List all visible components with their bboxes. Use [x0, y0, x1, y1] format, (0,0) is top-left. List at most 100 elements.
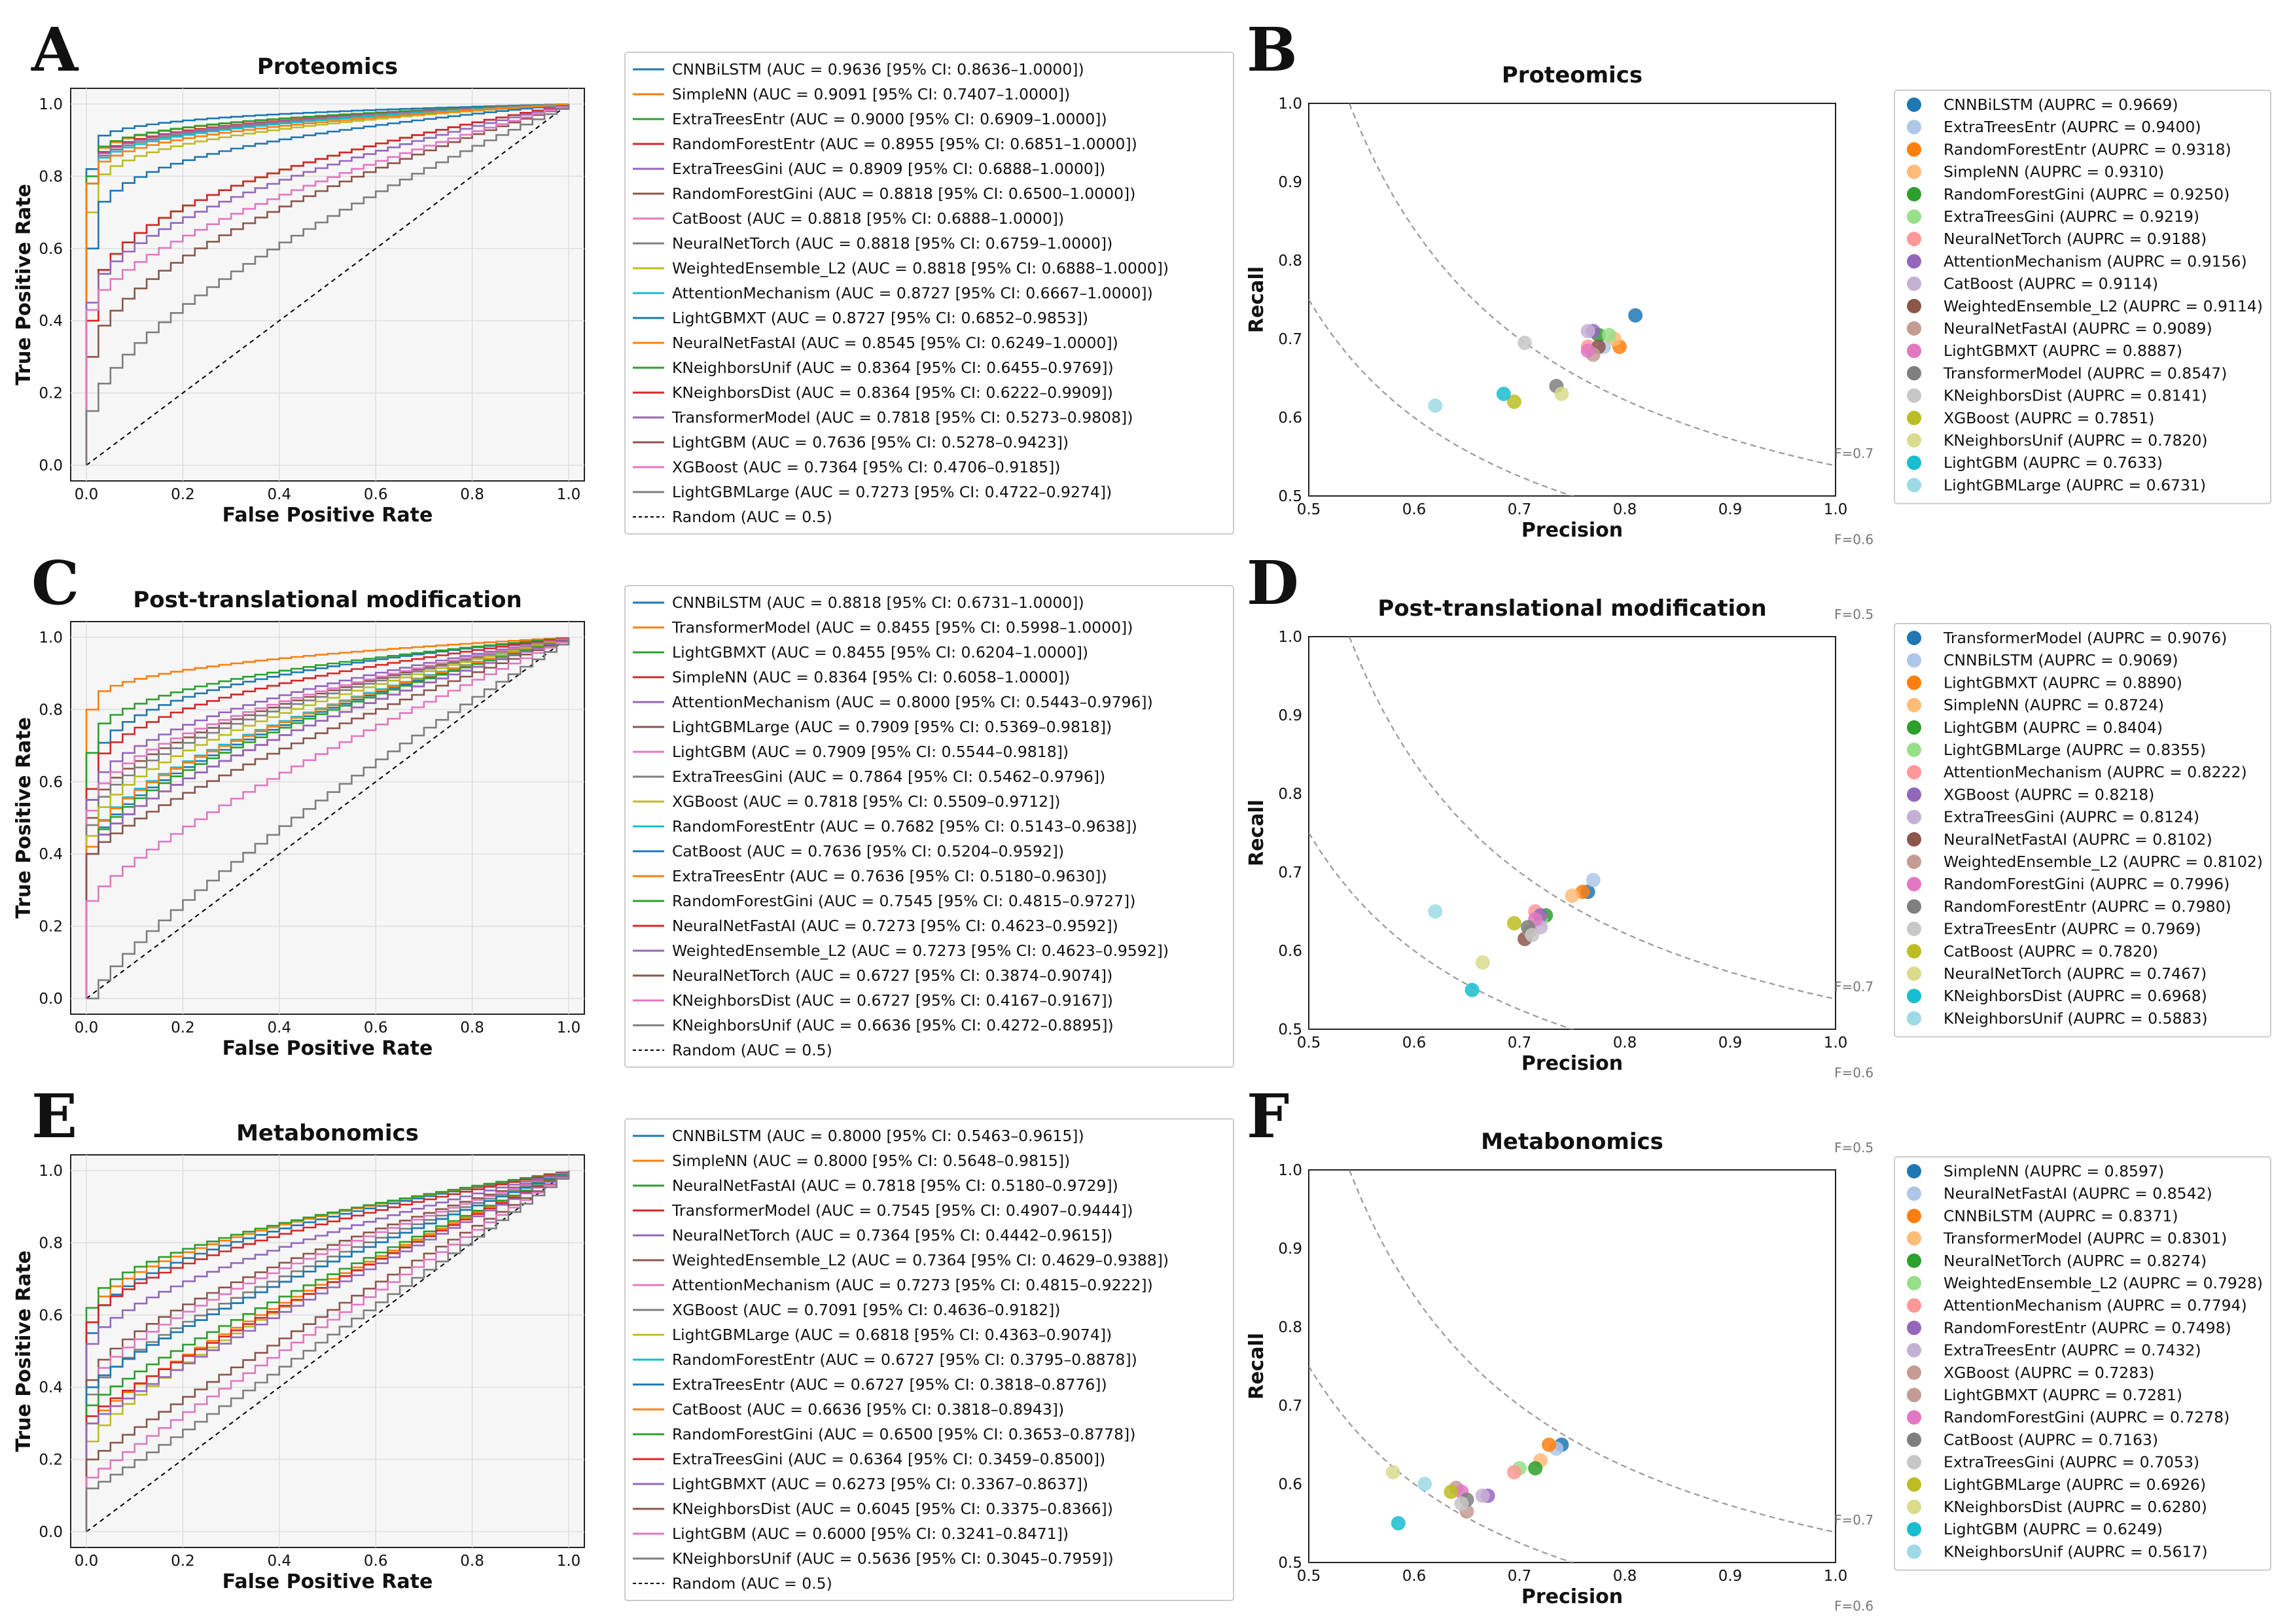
panel-label-c: C	[31, 548, 79, 618]
legend-entry: AttentionMechanism (AUC = 0.7273 [95% CI…	[672, 1276, 1153, 1294]
legend-box	[624, 1118, 1234, 1601]
legend-box	[624, 585, 1234, 1068]
panel-label-f: F	[1247, 1081, 1289, 1152]
legend-marker	[1907, 1320, 1921, 1335]
x-tick-label: 0.2	[171, 1019, 195, 1036]
scatter-point	[1580, 344, 1595, 358]
y-tick-label: 0.8	[1278, 786, 1302, 803]
legend-entry: NeuralNetFastAI (AUC = 0.7818 [95% CI: 0…	[672, 1176, 1118, 1195]
legend-entry: KNeighborsDist (AUC = 0.8364 [95% CI: 0.…	[672, 383, 1113, 402]
legend-marker	[1907, 1186, 1921, 1201]
scatter-point	[1628, 308, 1643, 323]
x-tick-label: 0.7	[1508, 1568, 1532, 1585]
legend-entry: TransformerModel (AUPRC = 0.8547)	[1943, 364, 2227, 382]
legend-entry: XGBoost (AUPRC = 0.7851)	[1944, 409, 2154, 427]
legend-entry: RandomForestGini (AUPRC = 0.7278)	[1944, 1408, 2229, 1426]
roc-curve	[85, 1171, 570, 1532]
iso-f-label: F=0.5	[1834, 1140, 1874, 1156]
legend-entry-random: Random (AUC = 0.5)	[672, 1574, 832, 1593]
roc-curve	[85, 1171, 570, 1532]
legend-entry: AttentionMechanism (AUC = 0.8727 [95% CI…	[672, 284, 1153, 302]
legend-marker	[1907, 675, 1921, 690]
legend-entry: ExtraTreesGini (AUPRC = 0.8124)	[1944, 808, 2199, 826]
y-tick-label: 0.0	[39, 991, 63, 1008]
scatter-point	[1496, 387, 1511, 401]
legend-marker	[1907, 899, 1921, 914]
random-diagonal	[86, 103, 569, 466]
plot-area	[1308, 1169, 1836, 1563]
chart-title: Metabonomics	[1481, 1129, 1663, 1155]
x-tick-label: 1.0	[1824, 1568, 1848, 1585]
x-tick-label: 1.0	[557, 486, 581, 503]
chart-title: Post-translational modification	[1377, 595, 1766, 622]
legend-entry: TransformerModel (AUPRC = 0.8301)	[1943, 1229, 2227, 1248]
x-tick-label: 0.6	[364, 486, 388, 503]
x-tick-label: 0.5	[1297, 1568, 1321, 1585]
legend-marker	[1907, 1253, 1921, 1268]
y-tick-label: 1.0	[1278, 96, 1302, 113]
legend-entry: NeuralNetTorch (AUPRC = 0.7467)	[1944, 964, 2207, 983]
roc-curve	[85, 637, 570, 998]
legend-marker	[1907, 164, 1921, 179]
roc-curve	[85, 1171, 570, 1532]
roc-curve	[85, 1171, 570, 1532]
y-tick-label: 1.0	[39, 96, 63, 113]
roc-curve	[85, 637, 570, 998]
legend-entry: KNeighborsDist (AUPRC = 0.6280)	[1944, 1498, 2207, 1516]
x-axis-label: Precision	[1521, 519, 1623, 542]
legend-entry: ExtraTreesGini (AUC = 0.8909 [95% CI: 0.…	[672, 160, 1105, 178]
y-axis-label: Recall	[1245, 1333, 1268, 1400]
legend-entry: LightGBMXT (AUPRC = 0.8887)	[1944, 342, 2182, 360]
x-tick-label: 0.9	[1718, 1034, 1743, 1051]
legend-marker	[1907, 209, 1921, 224]
legend-marker	[1907, 1343, 1921, 1358]
x-tick-label: 0.5	[1297, 1034, 1321, 1051]
legend-entry: ExtraTreesGini (AUC = 0.7864 [95% CI: 0.…	[672, 768, 1105, 786]
x-tick-label: 0.6	[1402, 1568, 1427, 1585]
x-tick-label: 0.8	[1613, 501, 1637, 518]
chart-title: Metabonomics	[236, 1120, 419, 1146]
legend-marker	[1907, 388, 1921, 403]
y-tick-label: 0.8	[39, 168, 63, 185]
scatter-point	[1506, 1465, 1521, 1479]
legend-marker	[1907, 1164, 1921, 1178]
legend-marker	[1907, 298, 1921, 313]
legend-entry: AttentionMechanism (AUPRC = 0.9156)	[1944, 252, 2247, 270]
roc-curve	[85, 637, 570, 998]
legend-marker	[1907, 1432, 1921, 1447]
legend-entry: NeuralNetTorch (AUC = 0.7364 [95% CI: 0.…	[672, 1226, 1112, 1244]
pr-chart-d: D 0.50.5 0.6 0.6 0.7 0.7 0.8 0.8 0.9 0.9 1.0 1.0 F=0…	[1245, 548, 2271, 1156]
legend-entry: CatBoost (AUPRC = 0.7163)	[1944, 1430, 2158, 1449]
legend-entry: LightGBMLarge (AUPRC = 0.6926)	[1944, 1475, 2206, 1494]
roc-curve	[85, 1171, 570, 1532]
legend-entry: RandomForestGini (AUPRC = 0.7996)	[1944, 875, 2229, 893]
legend-entry-random: Random (AUC = 0.5)	[672, 508, 832, 526]
iso-f-label: F=0.5	[1834, 607, 1874, 622]
roc-curve	[85, 637, 570, 998]
legend-marker	[1907, 855, 1921, 869]
legend-entry: NeuralNetTorch (AUPRC = 0.8274)	[1944, 1252, 2207, 1270]
x-tick-label: 0.6	[1402, 501, 1427, 518]
roc-legend: CNNBiLSTM (AUC = 0.8000 [95% CI: 0.5463–…	[624, 1118, 1234, 1601]
panel-label-e: E	[31, 1081, 77, 1152]
y-tick-label: 0.6	[1278, 410, 1302, 427]
legend-marker	[1907, 631, 1921, 645]
legend-marker	[1907, 832, 1921, 847]
iso-f-label: F=0.6	[1834, 1598, 1874, 1614]
legend-entry: LightGBMLarge (AUC = 0.7909 [95% CI: 0.5…	[672, 718, 1112, 736]
x-tick-label: 0.6	[1402, 1034, 1427, 1051]
legend-marker	[1907, 142, 1921, 157]
x-tick-label: 0.9	[1718, 501, 1743, 518]
legend-marker	[1907, 455, 1921, 470]
y-tick-label: 1.0	[39, 629, 63, 646]
legend-entry-random: Random (AUC = 0.5)	[672, 1041, 832, 1059]
legend-entry: LightGBMXT (AUPRC = 0.7281)	[1944, 1386, 2182, 1404]
roc-curve	[85, 637, 570, 998]
y-tick-label: 0.2	[39, 1452, 63, 1469]
legend-marker	[1907, 1544, 1921, 1559]
legend-entry: KNeighborsUnif (AUC = 0.6636 [95% CI: 0.…	[672, 1016, 1114, 1034]
legend-box	[1894, 1156, 2271, 1571]
x-tick-label: 0.2	[171, 486, 195, 503]
legend-entry: WeightedEnsemble_L2 (AUC = 0.8818 [95% C…	[672, 259, 1169, 277]
y-axis-label: Recall	[1245, 266, 1268, 333]
